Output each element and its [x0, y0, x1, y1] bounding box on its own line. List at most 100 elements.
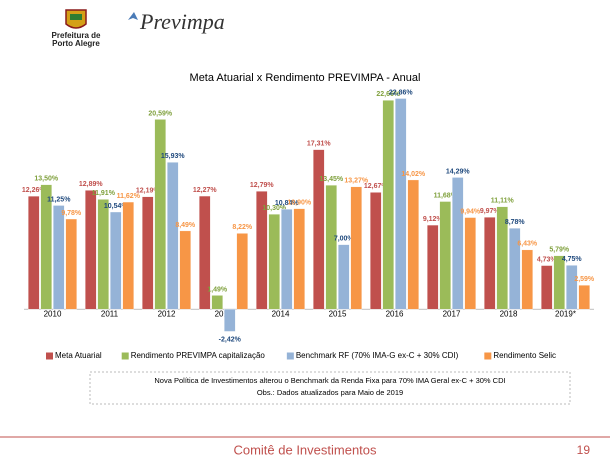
- bar: [110, 211, 122, 310]
- bar: [142, 196, 154, 310]
- x-tick-label: 2018: [500, 309, 518, 318]
- value-label: 14,02%: [401, 171, 426, 178]
- value-label: 11,91%: [92, 190, 116, 197]
- x-tick-label: 2013: [215, 309, 233, 318]
- bar: [65, 218, 77, 310]
- x-tick-label: 2016: [386, 309, 404, 318]
- bar: [268, 214, 280, 310]
- bar: [484, 217, 496, 310]
- legend-swatch: [121, 352, 129, 360]
- bar: [293, 208, 305, 310]
- x-tick-label: 2012: [158, 309, 176, 318]
- value-label: 11,68%: [434, 192, 458, 199]
- bar: [154, 119, 166, 310]
- value-label: 6,43%: [517, 241, 538, 248]
- value-label: 12,89%: [79, 181, 104, 188]
- bar: [541, 265, 553, 310]
- value-label: 9,78%: [61, 210, 82, 217]
- value-label: 13,27%: [344, 178, 369, 185]
- brand: Previmpa: [139, 9, 225, 34]
- bar: [179, 230, 191, 310]
- value-label: 2,59%: [574, 276, 595, 283]
- bar: [85, 190, 97, 310]
- bar: [439, 201, 451, 310]
- bar: [281, 209, 293, 310]
- value-label: 20,59%: [148, 110, 173, 117]
- x-tick-label: 2010: [44, 309, 62, 318]
- value-label: 13,50%: [34, 176, 59, 183]
- page-number: 19: [577, 443, 591, 457]
- bar: [509, 228, 521, 310]
- bar: [97, 199, 109, 310]
- value-label: 7,00%: [334, 235, 355, 242]
- bar: [553, 255, 565, 310]
- x-tick-label: 2017: [443, 309, 461, 318]
- footer-text: Comitê de Investimentos: [233, 442, 377, 457]
- logo: [65, 9, 87, 29]
- value-label: 11,62%: [117, 193, 141, 200]
- bar: [452, 177, 464, 310]
- value-label: 10,30%: [262, 205, 287, 212]
- value-label: 13,45%: [319, 176, 344, 183]
- value-label: 22,66%: [376, 91, 401, 98]
- legend-swatch: [286, 352, 294, 360]
- value-label: 12,26%: [22, 187, 47, 194]
- value-label: 15,93%: [161, 153, 186, 160]
- value-label: 9,94%: [460, 208, 481, 215]
- bar: [256, 191, 268, 310]
- legend-label: Rendimento Selic: [493, 351, 556, 360]
- value-label: 11,25%: [47, 196, 71, 203]
- bar: [382, 100, 394, 310]
- note: Obs.: Dados atualizados para Maio de 201…: [257, 388, 403, 397]
- value-label: 4,73%: [537, 256, 558, 263]
- value-label: 8,49%: [175, 222, 196, 229]
- value-label: 11,11%: [491, 198, 515, 205]
- bar: [566, 265, 578, 310]
- bar: [521, 249, 533, 310]
- legend-swatch: [46, 352, 53, 360]
- x-tick-label: 2019*: [555, 309, 576, 318]
- bar: [167, 162, 179, 310]
- bar: [578, 285, 590, 310]
- value-label: 12,79%: [250, 182, 275, 189]
- value-label: 12,19%: [136, 188, 161, 195]
- value-label: 10,54%: [104, 203, 129, 210]
- legend-swatch: [484, 352, 492, 360]
- legend-label: Benchmark RF (70% IMA-G ex-C + 30% CDI): [296, 351, 459, 360]
- chart-title: Meta Atuarial x Rendimento PREVIMPA - An…: [190, 72, 421, 84]
- value-label: 8,78%: [505, 219, 526, 226]
- bar: [28, 196, 40, 310]
- note-box: [89, 371, 571, 405]
- x-tick-label: 2011: [101, 309, 119, 318]
- org-name: Prefeitura de: [52, 31, 101, 40]
- value-label: 10,84%: [275, 200, 300, 207]
- bar: [350, 186, 362, 310]
- value-label: 22,86%: [389, 89, 414, 96]
- value-label: 4,75%: [562, 256, 583, 263]
- value-label: 9,97%: [480, 208, 501, 215]
- bar: [427, 224, 439, 310]
- value-label: -2,42%: [219, 336, 242, 343]
- bar: [395, 98, 407, 310]
- bar: [325, 185, 337, 310]
- bar: [199, 195, 211, 310]
- value-label: 8,22%: [232, 224, 253, 231]
- note: Nova Política de Investimentos alterou o…: [154, 376, 505, 385]
- bar: [370, 192, 382, 310]
- value-label: 10,90%: [287, 200, 312, 207]
- x-tick-label: 2014: [272, 309, 290, 318]
- bar: [338, 244, 350, 310]
- value-label: 12,27%: [193, 187, 218, 194]
- bar: [211, 295, 223, 310]
- value-label: 12,67%: [364, 183, 389, 190]
- bar: [464, 217, 476, 310]
- bar: [407, 179, 419, 310]
- value-label: 5,79%: [549, 247, 570, 254]
- legend-label: Rendimento PREVIMPA capitalização: [131, 351, 266, 360]
- bar: [224, 308, 236, 332]
- bar: [496, 206, 508, 310]
- brand-icon: [128, 12, 138, 20]
- value-label: 17,31%: [307, 140, 332, 147]
- x-tick-label: 2015: [329, 309, 347, 318]
